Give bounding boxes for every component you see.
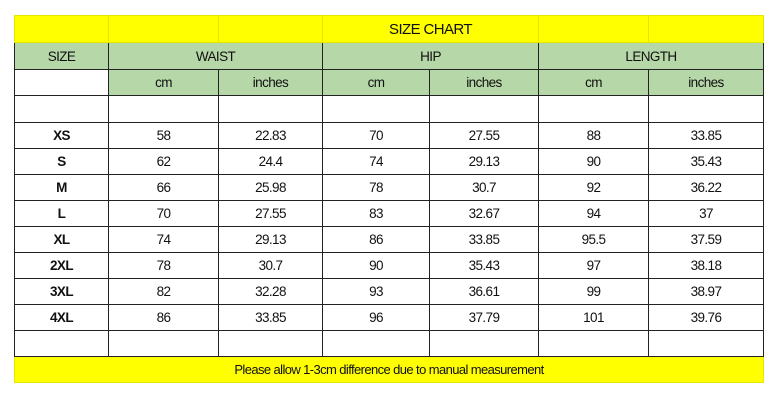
measurement-cell: 86 xyxy=(108,304,219,331)
title-row: SIZE CHART xyxy=(14,15,764,43)
measurement-cell: 29.13 xyxy=(218,226,323,253)
measurement-cell: 22.83 xyxy=(218,122,323,149)
size-label: XS xyxy=(14,122,109,149)
size-label: XL xyxy=(14,226,109,253)
chart-title: SIZE CHART xyxy=(322,15,539,43)
measurement-cell: 33.85 xyxy=(648,122,764,149)
unit-cell: cm xyxy=(538,69,649,96)
size-label: 4XL xyxy=(14,304,109,331)
measurement-cell: 97 xyxy=(538,252,649,279)
measurement-cell: 78 xyxy=(108,252,219,279)
size-label: M xyxy=(14,174,109,201)
size-label: S xyxy=(14,148,109,175)
measurement-cell: 66 xyxy=(108,174,219,201)
measurement-cell: 35.43 xyxy=(648,148,764,175)
measurement-cell: 37.79 xyxy=(429,304,539,331)
unit-cell: cm xyxy=(108,69,219,96)
table-row: 2XL 78 30.7 90 35.43 97 38.18 xyxy=(14,252,764,279)
table-row: M 66 25.98 78 30.7 92 36.22 xyxy=(14,174,764,201)
size-label: 2XL xyxy=(14,252,109,279)
measurement-cell: 36.22 xyxy=(648,174,764,201)
measurement-cell: 94 xyxy=(538,200,649,227)
measurement-cell: 24.4 xyxy=(218,148,323,175)
blank-row xyxy=(14,330,764,357)
header-row: SIZE WAIST HIP LENGTH xyxy=(14,42,764,70)
measurement-cell: 35.43 xyxy=(429,252,539,279)
measurement-cell: 83 xyxy=(322,200,430,227)
measurement-cell: 33.85 xyxy=(218,304,323,331)
measurement-cell: 29.13 xyxy=(429,148,539,175)
measurement-cell: 30.7 xyxy=(429,174,539,201)
header-size: SIZE xyxy=(14,42,109,70)
table-row: L 70 27.55 83 32.67 94 37 xyxy=(14,200,764,227)
measurement-cell: 88 xyxy=(538,122,649,149)
measurement-cell: 92 xyxy=(538,174,649,201)
measurement-cell: 36.61 xyxy=(429,278,539,305)
unit-cell: inches xyxy=(429,69,539,96)
measurement-cell: 37 xyxy=(648,200,764,227)
footer-row: Please allow 1-3cm difference due to man… xyxy=(14,356,764,383)
measurement-cell: 99 xyxy=(538,278,649,305)
table-row: XL 74 29.13 86 33.85 95.5 37.59 xyxy=(14,226,764,253)
measurement-cell: 27.55 xyxy=(429,122,539,149)
measurement-cell: 33.85 xyxy=(429,226,539,253)
measurement-cell: 101 xyxy=(538,304,649,331)
measurement-cell: 62 xyxy=(108,148,219,175)
unit-cell: inches xyxy=(218,69,323,96)
measurement-cell: 96 xyxy=(322,304,430,331)
measurement-cell: 74 xyxy=(322,148,430,175)
table-row: 4XL 86 33.85 96 37.79 101 39.76 xyxy=(14,304,764,331)
measurement-cell: 37.59 xyxy=(648,226,764,253)
measurement-cell: 32.67 xyxy=(429,200,539,227)
measurement-cell: 30.7 xyxy=(218,252,323,279)
size-label: L xyxy=(14,200,109,227)
measurement-cell: 74 xyxy=(108,226,219,253)
size-chart-table: SIZE CHART SIZE WAIST HIP LENGTH cm inch… xyxy=(14,15,764,383)
measurement-cell: 95.5 xyxy=(538,226,649,253)
blank-row xyxy=(14,95,764,123)
measurement-cell: 90 xyxy=(538,148,649,175)
measurement-cell: 93 xyxy=(322,278,430,305)
table-row: XS 58 22.83 70 27.55 88 33.85 xyxy=(14,122,764,149)
header-waist: WAIST xyxy=(108,42,323,70)
size-label: 3XL xyxy=(14,278,109,305)
unit-row: cm inches cm inches cm inches xyxy=(14,69,764,96)
measurement-cell: 82 xyxy=(108,278,219,305)
unit-cell: cm xyxy=(322,69,430,96)
header-length: LENGTH xyxy=(538,42,764,70)
measurement-cell: 70 xyxy=(322,122,430,149)
measurement-cell: 39.76 xyxy=(648,304,764,331)
header-hip: HIP xyxy=(322,42,539,70)
measurement-cell: 86 xyxy=(322,226,430,253)
measurement-cell: 25.98 xyxy=(218,174,323,201)
table-row: 3XL 82 32.28 93 36.61 99 38.97 xyxy=(14,278,764,305)
measurement-cell: 90 xyxy=(322,252,430,279)
measurement-cell: 78 xyxy=(322,174,430,201)
measurement-cell: 32.28 xyxy=(218,278,323,305)
footer-note: Please allow 1-3cm difference due to man… xyxy=(14,356,764,383)
measurement-cell: 38.18 xyxy=(648,252,764,279)
table-row: S 62 24.4 74 29.13 90 35.43 xyxy=(14,148,764,175)
measurement-cell: 38.97 xyxy=(648,278,764,305)
measurement-cell: 58 xyxy=(108,122,219,149)
measurement-cell: 70 xyxy=(108,200,219,227)
unit-cell: inches xyxy=(648,69,764,96)
measurement-cell: 27.55 xyxy=(218,200,323,227)
